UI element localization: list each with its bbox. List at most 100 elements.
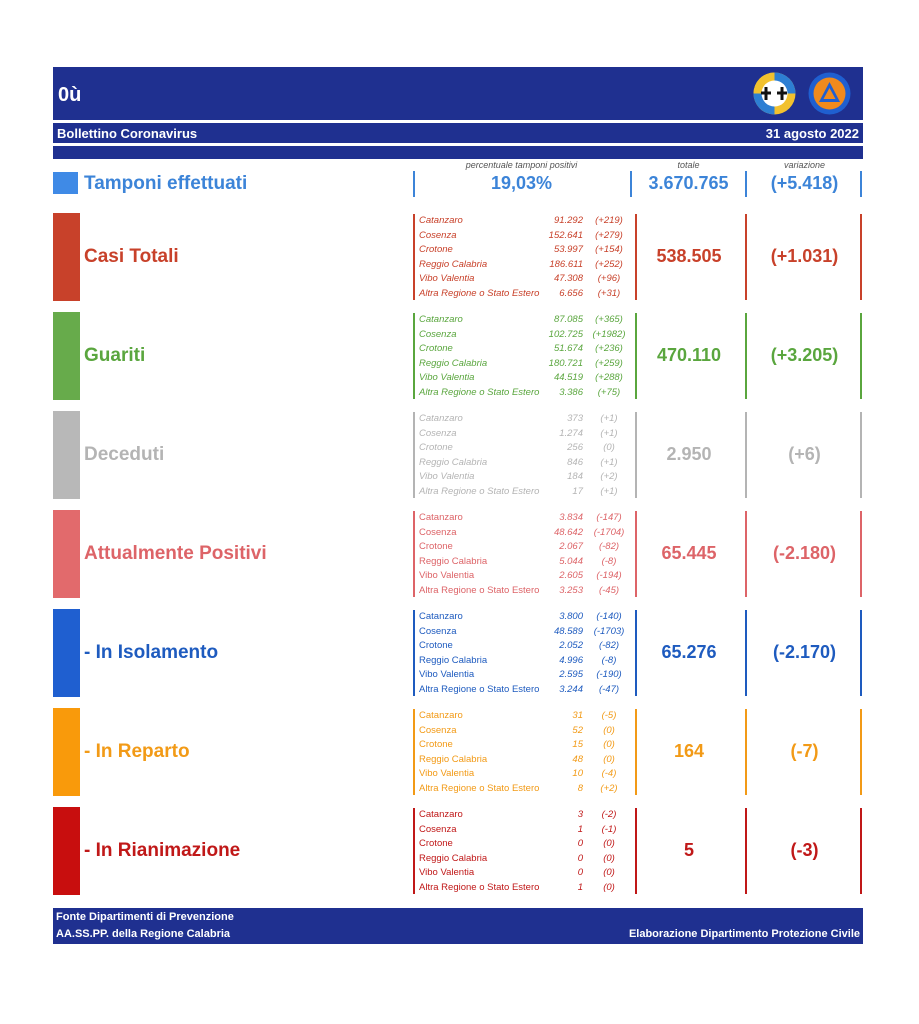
province-row: Crotone 15 (0) [415,738,635,753]
province-value: 2.595 [559,669,583,680]
column-divider [860,610,862,696]
province-value: 102.725 [548,328,583,340]
province-name: Catanzaro [419,215,463,226]
province-name: Catanzaro [419,314,463,325]
section-4: - In Isolamento Catanzaro 3.800 (-140) Cosen… [53,609,863,697]
province-breakdown: Catanzaro 3 (-2) Cosenza 1 (-1) Crotone 0 (0) Reg… [413,808,637,894]
protezione-civile-logo [808,72,851,115]
province-name: Crotone [419,541,453,552]
province-value: 53.997 [553,244,583,255]
province-row: Cosenza 48.642 (-1704) [415,526,635,541]
province-value: 0 [577,867,583,878]
province-value: 48.642 [553,526,583,538]
province-delta: (+1) [600,413,618,424]
province-delta: (-1704) [593,526,625,538]
province-row: Cosenza 1.274 (+1) [415,427,635,442]
header-bar: 0ù [53,67,863,120]
province-delta: (+279) [595,229,623,241]
province-name: Vibo Valentia [419,867,475,878]
footer-elaboration: Elaborazione Dipartimento Protezione Civ… [628,928,860,940]
section-label: Guariti [84,345,146,366]
province-name: Catanzaro [419,611,463,622]
province-delta: (+288) [595,372,623,383]
province-value: 52 [572,724,583,736]
section-color-bar [53,213,80,301]
province-value: 186.611 [549,258,583,270]
province-row: Reggio Calabria 4.996 (-8) [415,654,635,669]
province-name: Altra Regione o Stato Estero [419,386,540,398]
province-value: 3.800 [559,611,583,622]
province-row: Reggio Calabria 5.044 (-8) [415,555,635,570]
province-value: 3 [577,809,583,820]
province-value: 2.052 [559,640,583,651]
province-row: Altra Regione o Stato Estero 6.656 (+31) [415,287,635,302]
province-name: Cosenza [419,328,457,340]
tamponi-label: Tamponi effettuati [84,173,248,194]
province-breakdown: Catanzaro 3.834 (-147) Cosenza 48.642 (-1704)… [413,511,637,597]
province-name: Vibo Valentia [419,768,475,779]
province-row: Reggio Calabria 180.721 (+259) [415,357,635,372]
province-value: 152.641 [548,229,583,241]
province-row: Vibo Valentia 184 (+2) [415,470,635,485]
footer-agency: AA.SS.PP. della Regione Calabria [56,928,231,940]
province-row: Crotone 256 (0) [415,441,635,456]
province-row: Altra Regione o Stato Estero 1 (0) [415,881,635,896]
section-color-bar [53,312,80,400]
province-row: Catanzaro 87.085 (+365) [415,313,635,328]
section-color-bar [53,609,80,697]
province-row: Catanzaro 31 (-5) [415,709,635,724]
province-delta: (+1) [600,427,618,439]
province-name: Vibo Valentia [419,669,475,680]
province-row: Altra Regione o Stato Estero 17 (+1) [415,485,635,500]
bulletin-date: 31 agosto 2022 [765,126,859,141]
province-value: 1.274 [559,427,583,439]
province-value: 0 [577,852,583,864]
tamponi-total: 3.670.765 [648,173,729,193]
province-value: 256 [567,442,583,453]
province-value: 31 [572,710,583,721]
column-divider [860,709,862,795]
province-name: Reggio Calabria [419,258,488,270]
province-name: Altra Regione o Stato Estero [419,782,540,794]
province-row: Altra Regione o Stato Estero 3.386 (+75) [415,386,635,401]
province-delta: (+365) [595,314,623,325]
province-row: Crotone 51.674 (+236) [415,342,635,357]
section-variation: (-3) [790,840,819,860]
province-row: Cosenza 152.641 (+279) [415,229,635,244]
column-divider [745,709,747,795]
province-name: Cosenza [419,625,457,637]
province-value: 10 [572,768,583,779]
province-name: Reggio Calabria [419,654,488,666]
province-row: Vibo Valentia 10 (-4) [415,767,635,782]
province-delta: (0) [603,852,615,864]
tamponi-color-marker [53,172,78,194]
province-name: Cosenza [419,724,457,736]
province-value: 87.085 [553,314,583,325]
column-divider [745,412,747,498]
province-breakdown: Catanzaro 87.085 (+365) Cosenza 102.725 (+198… [413,313,637,399]
province-row: Cosenza 1 (-1) [415,823,635,838]
province-row: Cosenza 48.589 (-1703) [415,625,635,640]
province-value: 373 [567,413,583,424]
province-value: 3.253 [559,584,583,596]
province-name: Cosenza [419,526,457,538]
province-value: 3.834 [559,512,583,523]
section-6: - In Rianimazione Catanzaro 3 (-2) Cosenza 1 (… [53,807,863,895]
province-delta: (0) [603,838,615,849]
province-value: 17 [572,485,583,497]
province-name: Altra Regione o Stato Estero [419,584,540,596]
section-color-bar [53,510,80,598]
province-row: Altra Regione o Stato Estero 8 (+2) [415,782,635,797]
province-delta: (-8) [601,555,617,567]
tamponi-row: Tamponi effettuati 19,03% 3.670.765 (+5.… [53,171,863,199]
footer-bar: Fonte Dipartimenti di Prevenzione AA.SS.… [53,908,863,944]
province-delta: (-8) [601,654,617,666]
province-delta: (+2) [600,471,618,482]
province-delta: (-82) [598,640,620,651]
province-name: Crotone [419,343,453,354]
province-delta: (+96) [597,273,621,284]
province-name: Reggio Calabria [419,555,488,567]
province-name: Crotone [419,739,453,750]
province-name: Catanzaro [419,710,463,721]
column-divider [745,214,747,300]
